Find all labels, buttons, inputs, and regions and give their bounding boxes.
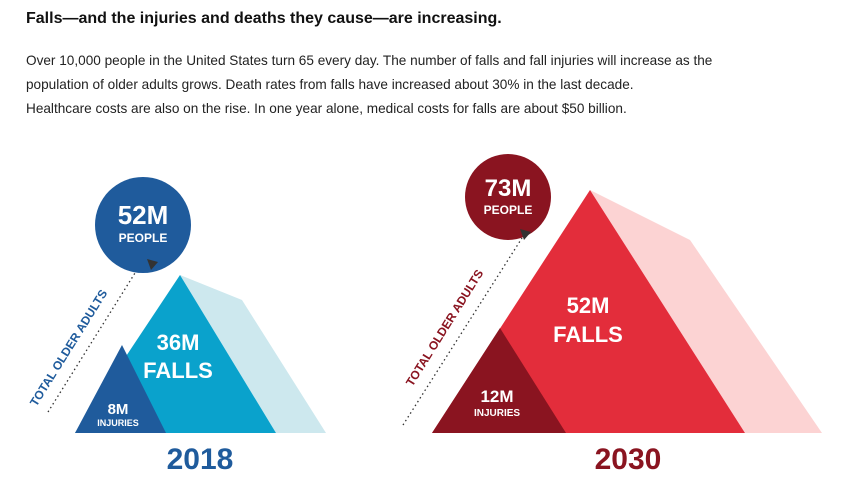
injuries-value: 12M	[480, 387, 513, 406]
shadow	[590, 190, 822, 433]
paragraph-line: population of older adults grows. Death …	[26, 77, 634, 92]
injuries-triangle	[75, 345, 166, 433]
falls-value: 52M	[567, 293, 610, 318]
arrowhead	[520, 229, 531, 240]
dotted-line	[47, 264, 141, 413]
people-circle	[95, 177, 191, 273]
dotted-line	[402, 237, 523, 426]
falls-value: 36M	[157, 330, 200, 355]
year: 2030	[595, 443, 662, 476]
people-circle	[465, 154, 551, 240]
falls-label: FALLS	[143, 358, 213, 383]
title: Falls—and the injuries and deaths they c…	[26, 10, 502, 27]
injuries-value: 8M	[108, 401, 129, 418]
year: 2018	[167, 443, 234, 476]
falls-label: FALLS	[553, 322, 623, 347]
paragraph-line: Over 10,000 people in the United States …	[26, 53, 713, 68]
people-label: PEOPLE	[119, 231, 168, 245]
people-value: 73M	[485, 175, 532, 202]
people-value: 52M	[118, 200, 169, 230]
injuries-label: INJURIES	[474, 408, 520, 419]
paragraph-line: Healthcare costs are also on the rise. I…	[26, 101, 627, 116]
arrowhead	[147, 259, 158, 270]
people-label: PEOPLE	[484, 203, 533, 217]
injuries-label: INJURIES	[97, 418, 139, 428]
injuries-triangle	[432, 328, 566, 433]
shadow	[180, 275, 326, 433]
